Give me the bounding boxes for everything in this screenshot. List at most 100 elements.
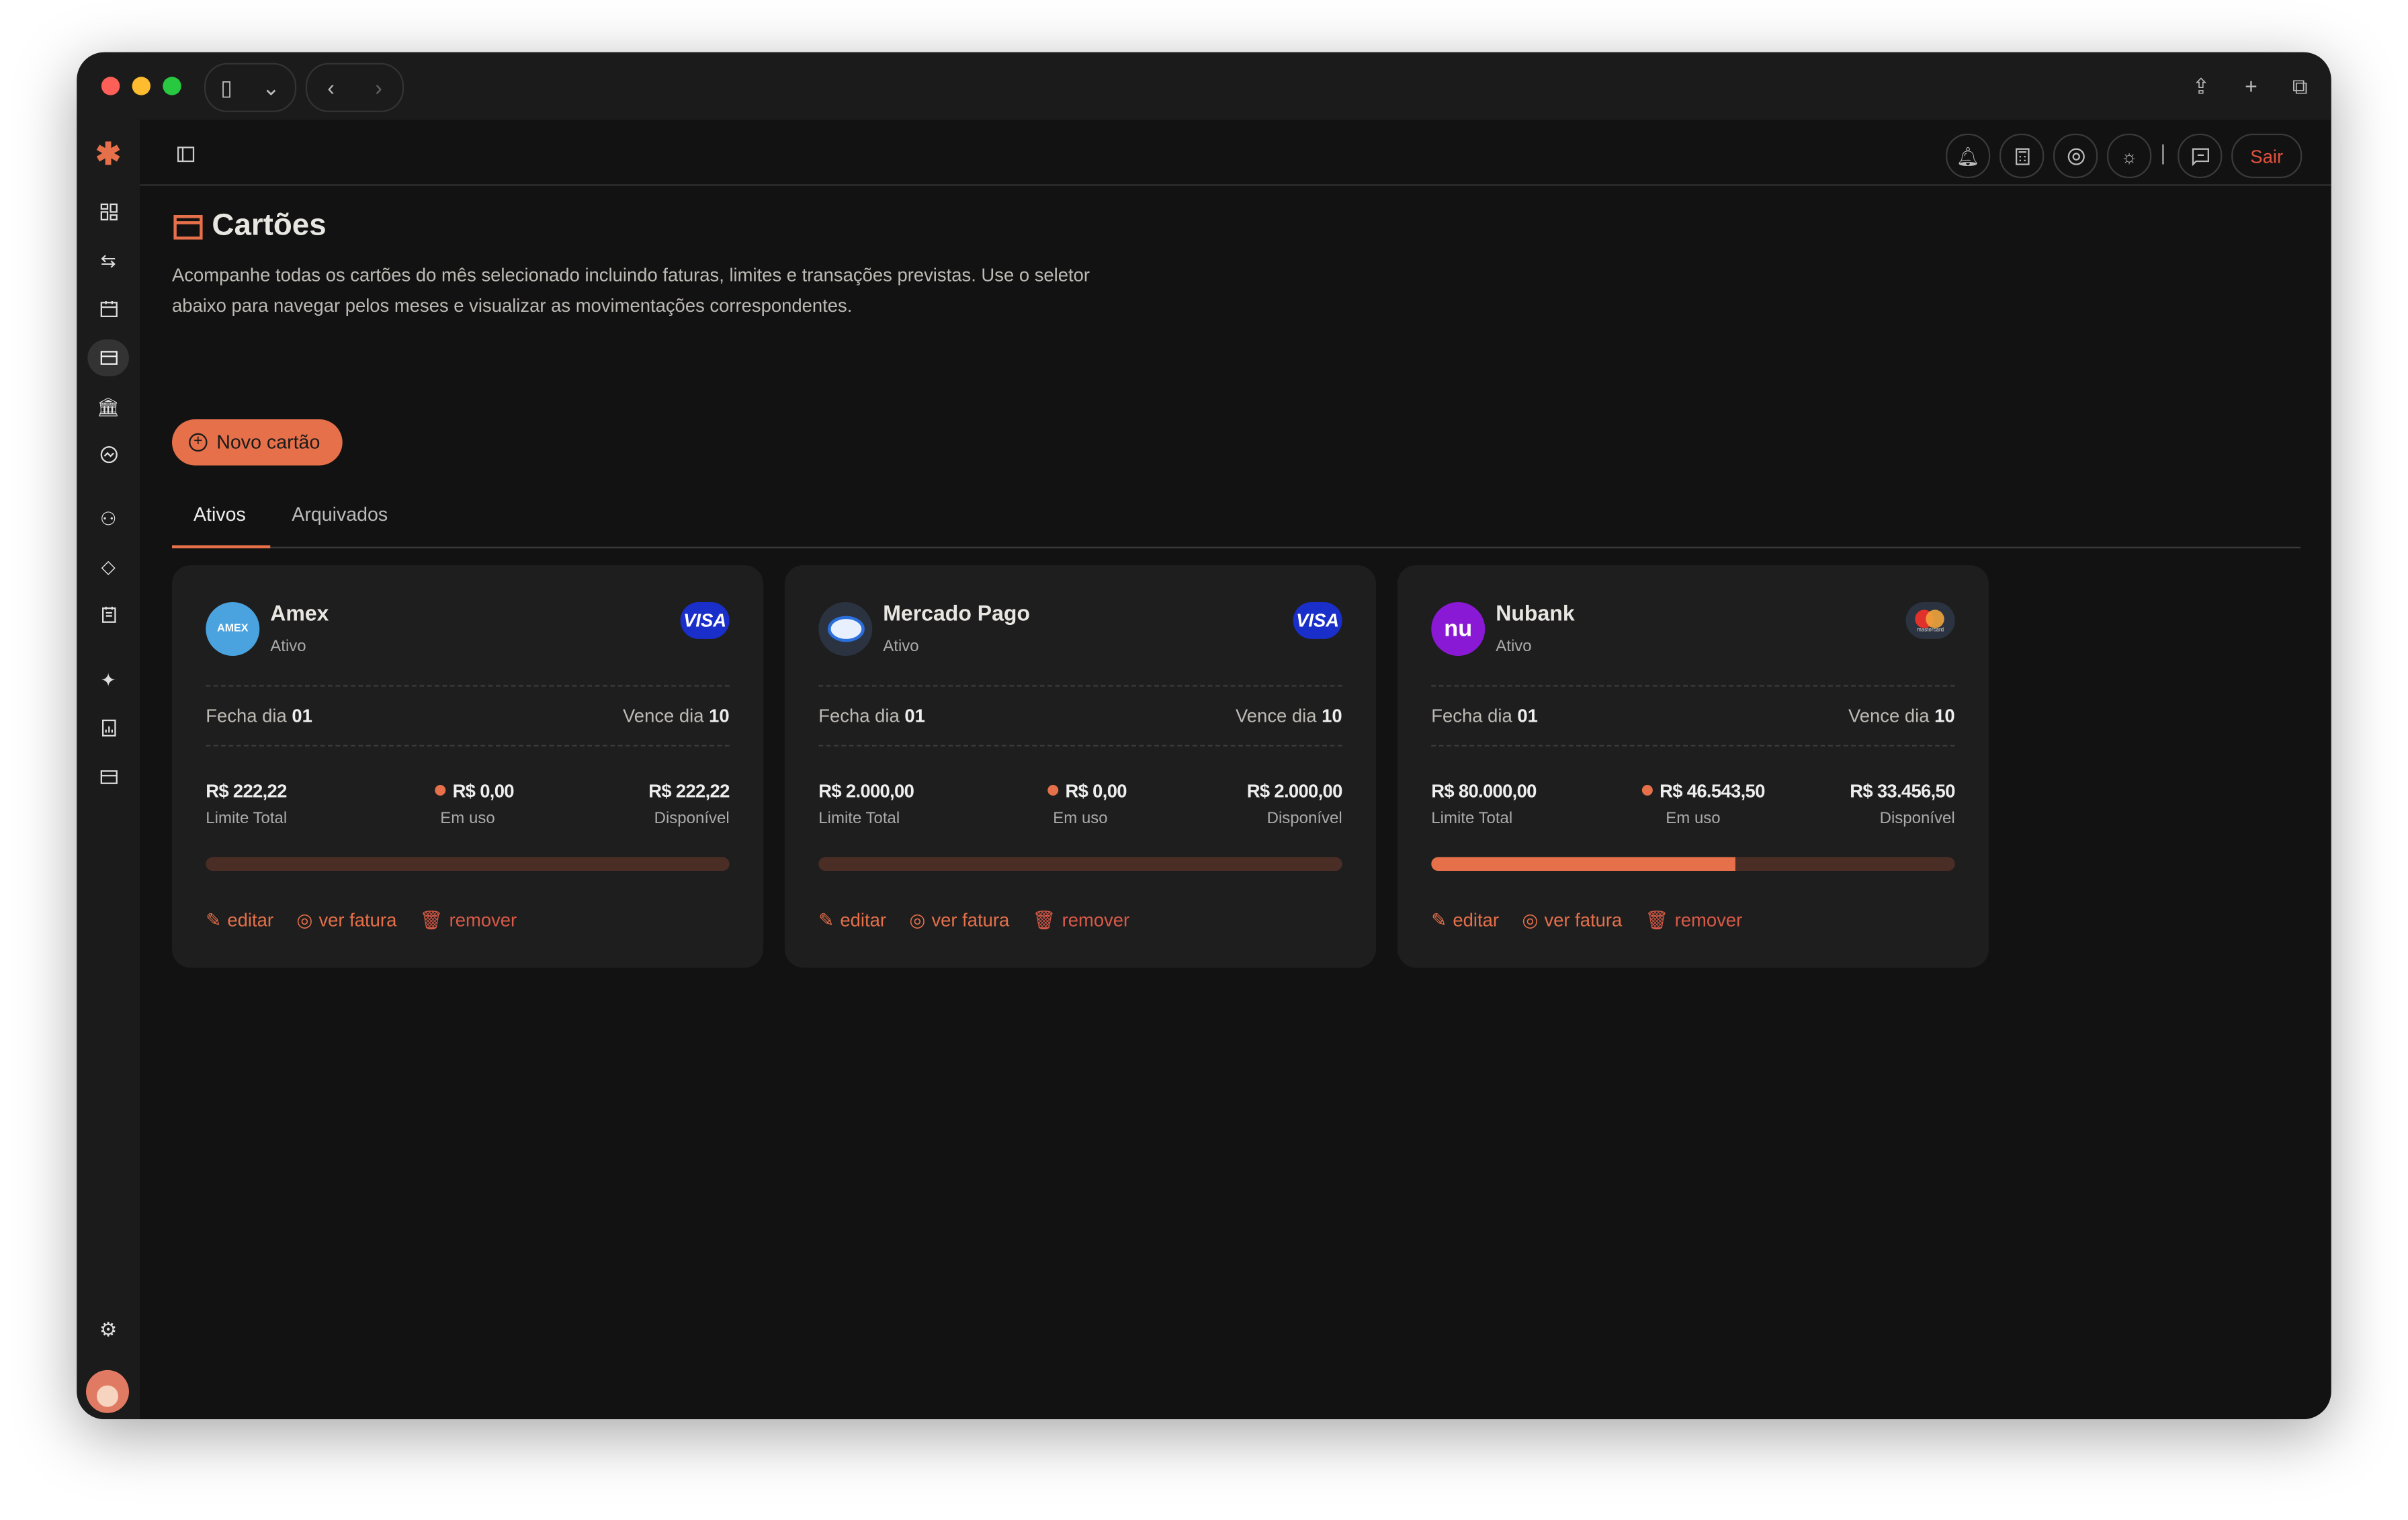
- page-title-text: Cartões: [212, 208, 327, 243]
- calendar-icon[interactable]: [87, 290, 129, 327]
- settings-icon[interactable]: ⚙: [99, 1318, 118, 1341]
- calculator-icon: [2014, 147, 2029, 165]
- card-brand-logo: VISA: [680, 601, 730, 639]
- divider: [206, 685, 730, 687]
- divider: [818, 745, 1342, 747]
- card-brand-logo: VISA: [1293, 601, 1342, 639]
- sidebar-icon: ▯: [220, 74, 232, 99]
- new-tab-icon[interactable]: +: [2245, 73, 2258, 99]
- usage-progress-fill: [1431, 857, 1736, 871]
- view-invoice-button[interactable]: ◎ ver fatura: [296, 909, 397, 931]
- in-use-value: R$ 46.543,50: [1641, 780, 1765, 802]
- calculator-button[interactable]: [1999, 133, 2045, 179]
- pencil-icon: ✎: [818, 909, 834, 931]
- eye-icon: ◎: [296, 909, 313, 931]
- available-label: Disponível: [1266, 809, 1342, 828]
- view-invoice-button[interactable]: ◎ ver fatura: [1522, 909, 1623, 931]
- sidebar-toggle-button[interactable]: ▯ ⌄: [204, 62, 297, 112]
- minimize-window-button[interactable]: [132, 77, 150, 95]
- in-use-value: R$ 0,00: [1047, 780, 1127, 802]
- card-status: Ativo: [270, 637, 306, 656]
- edit-button[interactable]: ✎ editar: [818, 909, 887, 931]
- limit-total-value: R$ 2.000,00: [818, 780, 914, 802]
- maximize-window-button[interactable]: [163, 77, 181, 95]
- sparkles-icon[interactable]: ✦: [100, 669, 116, 691]
- report-icon[interactable]: [87, 710, 129, 747]
- tag-icon[interactable]: ◇: [101, 556, 116, 578]
- tab-ativos[interactable]: Ativos: [193, 503, 246, 525]
- app-logo-icon[interactable]: ✱: [95, 137, 122, 171]
- cards-icon[interactable]: [87, 339, 129, 376]
- notifications-button[interactable]: 🔔︎: [1945, 133, 1991, 179]
- bank-logo-text: AMEX: [217, 623, 249, 634]
- app-window: ▯ ⌄ ‹ › ⇪ + ⧉ ✱ ⇆ 🏛︎ ⚇ ◇ ✦ ⚙ 🔔︎ ☼ Sair Cartõ…: [77, 52, 2331, 1419]
- in-use-dot: [1047, 784, 1058, 796]
- theme-toggle-button[interactable]: ☼: [2106, 133, 2152, 179]
- remove-button[interactable]: 🗑︎ remover: [1645, 909, 1743, 931]
- share-icon[interactable]: ⇪: [2192, 73, 2210, 98]
- bank-logo: AMEX: [206, 601, 260, 656]
- trash-icon: 🗑︎: [419, 909, 443, 931]
- divider: [2162, 144, 2164, 165]
- eye-icon: [2067, 147, 2084, 165]
- forward-button[interactable]: ›: [375, 75, 382, 100]
- notes-icon[interactable]: [87, 596, 129, 633]
- edit-button[interactable]: ✎ editar: [206, 909, 274, 931]
- new-card-button[interactable]: + Novo cartão: [171, 419, 343, 466]
- card-item: nu Nubank Ativo mastercard Fecha dia 01 …: [1397, 565, 1989, 968]
- in-use-label: Em uso: [440, 809, 495, 828]
- card-name: Mercado Pago: [883, 600, 1031, 626]
- bank-icon[interactable]: 🏛︎: [96, 396, 120, 418]
- investments-icon[interactable]: [87, 436, 129, 473]
- view-invoice-button[interactable]: ◎ ver fatura: [909, 909, 1010, 931]
- users-icon[interactable]: ⚇: [99, 508, 117, 530]
- panel-toggle-icon[interactable]: [177, 143, 195, 171]
- available-value: R$ 222,22: [648, 780, 730, 802]
- feedback-button[interactable]: [2178, 133, 2223, 179]
- invoice-icon[interactable]: [87, 759, 129, 796]
- tab-arquivados[interactable]: Arquivados: [292, 503, 388, 525]
- remove-button[interactable]: 🗑︎ remover: [1032, 909, 1130, 931]
- eye-icon: ◎: [909, 909, 926, 931]
- logout-button[interactable]: Sair: [2231, 133, 2303, 179]
- edit-button[interactable]: ✎ editar: [1431, 909, 1500, 931]
- page-description: Acompanhe todas os cartões do mês seleci…: [171, 264, 1090, 316]
- card-status: Ativo: [883, 637, 919, 656]
- usage-progress-bar: [818, 857, 1342, 871]
- mastercard-logo: mastercard: [1912, 608, 1949, 633]
- limit-total-label: Limite Total: [206, 809, 288, 828]
- available-label: Disponível: [654, 809, 730, 828]
- back-button[interactable]: ‹: [327, 75, 335, 100]
- closing-day: Fecha dia 01: [206, 705, 312, 727]
- close-window-button[interactable]: [101, 77, 120, 95]
- in-use-dot: [434, 784, 445, 796]
- avatar-face: [96, 1385, 118, 1407]
- billing-dates: Fecha dia 01 Vence dia 10: [206, 705, 729, 726]
- card-actions: ✎ editar ◎ ver fatura 🗑︎ remover: [1431, 909, 1742, 931]
- chevron-down-icon: ⌄: [261, 74, 280, 99]
- sidebar: ✱ ⇆ 🏛︎ ⚇ ◇ ✦ ⚙: [77, 120, 140, 1419]
- remove-button[interactable]: 🗑︎ remover: [419, 909, 517, 931]
- in-use-label: Em uso: [1053, 809, 1108, 828]
- card-actions: ✎ editar ◎ ver fatura 🗑︎ remover: [818, 909, 1129, 931]
- due-day: Vence dia 10: [623, 705, 730, 727]
- pencil-icon: ✎: [1431, 909, 1447, 931]
- dashboard-icon[interactable]: [87, 194, 129, 230]
- usage-progress-bar: [206, 857, 730, 871]
- in-use-value: R$ 0,00: [434, 780, 515, 802]
- transactions-icon[interactable]: ⇆: [100, 250, 116, 272]
- visibility-button[interactable]: [2053, 133, 2098, 179]
- in-use-dot: [1641, 784, 1652, 796]
- active-tab-indicator: [171, 545, 271, 548]
- avatar[interactable]: [85, 1369, 129, 1413]
- tabs-overview-icon[interactable]: ⧉: [2292, 73, 2308, 98]
- tabs: Ativos Arquivados: [171, 495, 2300, 548]
- limit-total-label: Limite Total: [818, 809, 900, 828]
- plus-circle-icon: +: [189, 433, 208, 452]
- title-bar: ▯ ⌄ ‹ › ⇪ + ⧉: [77, 52, 2331, 120]
- window-actions: ⇪ + ⧉: [2175, 63, 2325, 110]
- message-icon: [2191, 147, 2208, 165]
- divider: [818, 685, 1342, 687]
- pencil-icon: ✎: [206, 909, 222, 931]
- limit-total-value: R$ 80.000,00: [1431, 780, 1537, 802]
